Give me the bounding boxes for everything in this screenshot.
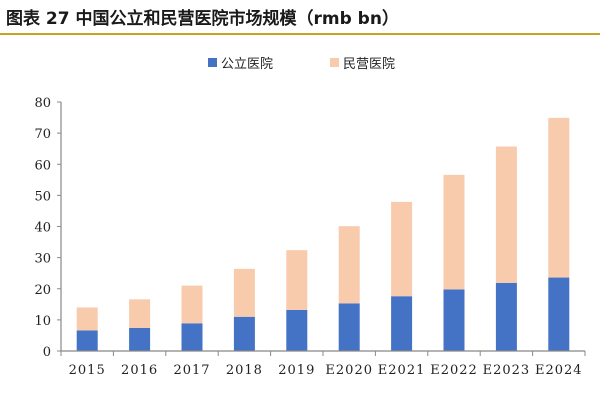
x-tick-label: E2023 (483, 363, 531, 378)
x-tick-label: E2020 (325, 363, 373, 378)
bar-public-E2022 (443, 289, 465, 351)
bar-private-E2023 (495, 146, 517, 283)
bar-public-2015 (76, 330, 98, 351)
legend-swatch (208, 58, 217, 67)
bar-public-E2021 (391, 296, 413, 351)
x-tick-label: E2022 (430, 363, 478, 378)
bar-private-2017 (181, 285, 203, 324)
legend-swatch (330, 58, 339, 67)
y-tick-label: 70 (34, 127, 51, 142)
y-tick-label: 50 (34, 189, 51, 204)
y-tick-label: 60 (34, 158, 51, 173)
legend-label: 民营医院 (343, 57, 395, 72)
bar-private-E2020 (338, 226, 360, 304)
bar-public-2019 (286, 309, 308, 351)
bar-private-2019 (286, 250, 308, 310)
legend: 公立医院 民营医院 (208, 57, 395, 72)
x-tick-label: E2021 (378, 363, 426, 378)
y-tick-label: 80 (34, 96, 51, 111)
y-tick-label: 0 (43, 345, 51, 360)
x-tick-label: 2017 (173, 363, 210, 378)
x-tick-label: E2024 (535, 363, 583, 378)
x-tick-label: 2018 (226, 363, 263, 378)
x-tick-label: 2016 (121, 363, 158, 378)
x-tick-label: 2019 (278, 363, 315, 378)
y-tick-label: 30 (34, 252, 51, 267)
bar-private-E2024 (548, 117, 570, 278)
bar-public-E2024 (548, 277, 570, 351)
legend-label: 公立医院 (221, 57, 273, 72)
bar-private-E2022 (443, 174, 465, 290)
bars (76, 117, 570, 351)
title-divider (0, 33, 600, 35)
chart-title: 图表 27 中国公立和民营医院市场规模（rmb bn） (6, 9, 399, 29)
y-tick-label: 40 (34, 221, 51, 236)
bar-public-2018 (233, 316, 255, 351)
bar-public-2016 (129, 327, 151, 351)
bar-public-2017 (181, 323, 203, 351)
x-tick-label: 2015 (69, 363, 106, 378)
bar-private-E2021 (391, 201, 413, 297)
bar-private-2015 (76, 307, 98, 331)
y-tick-label: 20 (34, 283, 51, 298)
bar-public-E2020 (338, 303, 360, 351)
y-tick-label: 10 (34, 314, 51, 329)
axes: 2015 2016 2017 2018 2019 E2020 E2021 E2022 E2023… (34, 96, 586, 378)
bar-private-2016 (129, 299, 151, 328)
bar-private-2018 (233, 268, 255, 317)
bar-public-E2023 (495, 282, 517, 351)
